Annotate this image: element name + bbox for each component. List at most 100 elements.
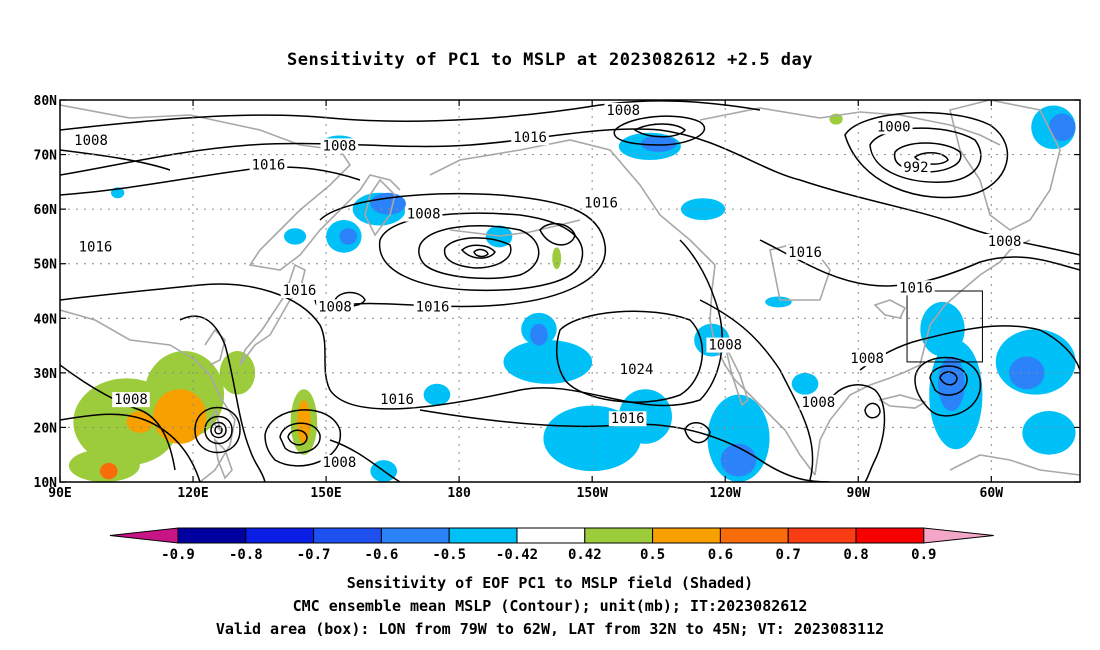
contour-typhoon-east-2	[279, 422, 321, 454]
contour-label: 1016	[416, 299, 450, 315]
shade-blob-blue_light	[920, 301, 965, 357]
contour-gulf-low	[864, 402, 881, 419]
contour-label: 1016	[283, 283, 317, 299]
colorbar-label: 0.42	[568, 547, 602, 563]
shade-blob-green	[552, 247, 562, 270]
contour-label-bg	[112, 392, 150, 408]
colorbar-segment	[584, 527, 654, 544]
contour-label: 1016	[513, 130, 547, 146]
contour-label: 1008	[801, 395, 835, 411]
colorbar-label: -0.6	[365, 547, 399, 563]
contour-label-bg	[378, 392, 416, 408]
colorbar-high-arrow	[923, 527, 994, 544]
contour-label-bg	[617, 362, 656, 378]
colorbar-label: -0.7	[297, 547, 331, 563]
shade-blob-blue_mid	[720, 443, 757, 477]
contour-label: 1016	[79, 239, 113, 255]
plot-frame	[59, 99, 1081, 483]
colorbar-low-arrow	[109, 527, 179, 544]
contour-label: 1016	[899, 280, 933, 296]
contour-label: 1008	[708, 338, 742, 354]
contour-label-bg	[404, 206, 443, 222]
contour-1008-atlantic	[859, 325, 1080, 371]
contour-label: 1016	[788, 245, 822, 261]
coast-na-west	[709, 264, 816, 476]
contour-hurricane-1	[914, 356, 981, 417]
colorbar-segment	[516, 527, 586, 544]
contour-low-north-1	[613, 115, 706, 146]
contour-label: 1008	[74, 133, 108, 149]
coast-siberia	[60, 104, 401, 271]
contour-bay-small-low	[684, 422, 711, 444]
caption-shading: Sensitivity of EOF PC1 to MSLP field (Sh…	[346, 574, 754, 592]
contour-label-bg	[848, 351, 886, 367]
colorbar-segment	[855, 527, 925, 544]
contour-label-bg	[608, 411, 647, 427]
contour-hurricane-3	[939, 371, 958, 386]
shade-blob-orange	[153, 389, 207, 444]
colorbar-label: 0.9	[911, 547, 936, 563]
contour-label: 992	[903, 160, 928, 176]
lon-tick-label: 90W	[847, 486, 871, 501]
contour-label: 1000	[877, 119, 911, 135]
lon-tick-label: 90E	[48, 486, 71, 501]
coast-baja	[724, 344, 749, 407]
lat-lon-grid	[60, 100, 1080, 482]
contour-label-bg	[72, 132, 110, 148]
contour-1016-south	[419, 409, 831, 482]
contour-typhoon-east-1	[264, 409, 341, 467]
contour-hurricane-2	[929, 365, 968, 396]
shade-blob-orange_dark	[99, 462, 118, 480]
contour-aleutian-low-6	[473, 248, 489, 258]
shade-blob-blue_light	[680, 198, 726, 221]
lat-tick-label: 30N	[34, 367, 58, 382]
coast-aleutians	[449, 219, 581, 237]
contour-aleutian-low-5	[460, 244, 496, 259]
coast-greenland	[949, 100, 1061, 231]
shade-blob-blue_mid	[640, 135, 677, 152]
lon-tick-label: 150E	[310, 486, 341, 501]
contour-low-greenland-1	[844, 111, 1009, 199]
contour-label: 1008	[407, 207, 441, 223]
contour-aleutian-low-4	[443, 237, 512, 269]
colorbar-label: -0.42	[496, 547, 538, 563]
contour-1016-siberia	[60, 166, 361, 196]
lon-tick-label: 120W	[710, 486, 741, 501]
contour-1024-pacific-high	[555, 310, 704, 403]
lat-tick-label: 70N	[34, 149, 58, 164]
lat-tick-label: 80N	[34, 94, 58, 109]
contour-label-bg	[985, 233, 1024, 249]
contour-label: 1008	[988, 234, 1022, 250]
contour-label: 1008	[606, 103, 640, 119]
contour-label-bg	[320, 138, 359, 154]
caption-valid-area: Valid area (box): LON from 79W to 62W, L…	[215, 620, 885, 638]
contour-label: 1016	[611, 411, 645, 427]
coast-gulf-mexico	[814, 364, 921, 476]
contour-typhoon-3	[210, 421, 227, 439]
colorbar-segment	[245, 527, 315, 544]
colorbar-segment	[313, 527, 382, 544]
contour-label-bg	[897, 280, 935, 296]
mslp-contours	[60, 100, 1080, 482]
contour-1008-southeast	[699, 299, 814, 481]
coast-great-lakes	[873, 299, 907, 319]
contour-1008-west-pac-2	[60, 413, 201, 482]
contour-label-bg	[413, 299, 452, 315]
contour-typhoon-east-3	[287, 429, 308, 446]
contour-label-bg	[604, 102, 643, 118]
coast-philippines	[213, 437, 233, 480]
colorbar-label: -0.8	[229, 547, 263, 563]
contour-low-north-2	[633, 123, 686, 138]
contour-label-bg	[320, 454, 359, 470]
contour-typhoon-4	[214, 425, 223, 435]
contour-typhoon-1	[194, 406, 241, 454]
contour-1008-canada	[799, 179, 1080, 256]
lat-tick-label: 60N	[34, 203, 58, 218]
contour-label: 1008	[850, 351, 884, 367]
lat-tick-label: 20N	[34, 421, 58, 436]
contour-label: 1008	[318, 299, 352, 315]
shade-blob-blue_mid	[1048, 113, 1076, 141]
colorbar-segment	[652, 527, 721, 544]
caption-contour: CMC ensemble mean MSLP (Contour); unit(m…	[292, 597, 808, 615]
